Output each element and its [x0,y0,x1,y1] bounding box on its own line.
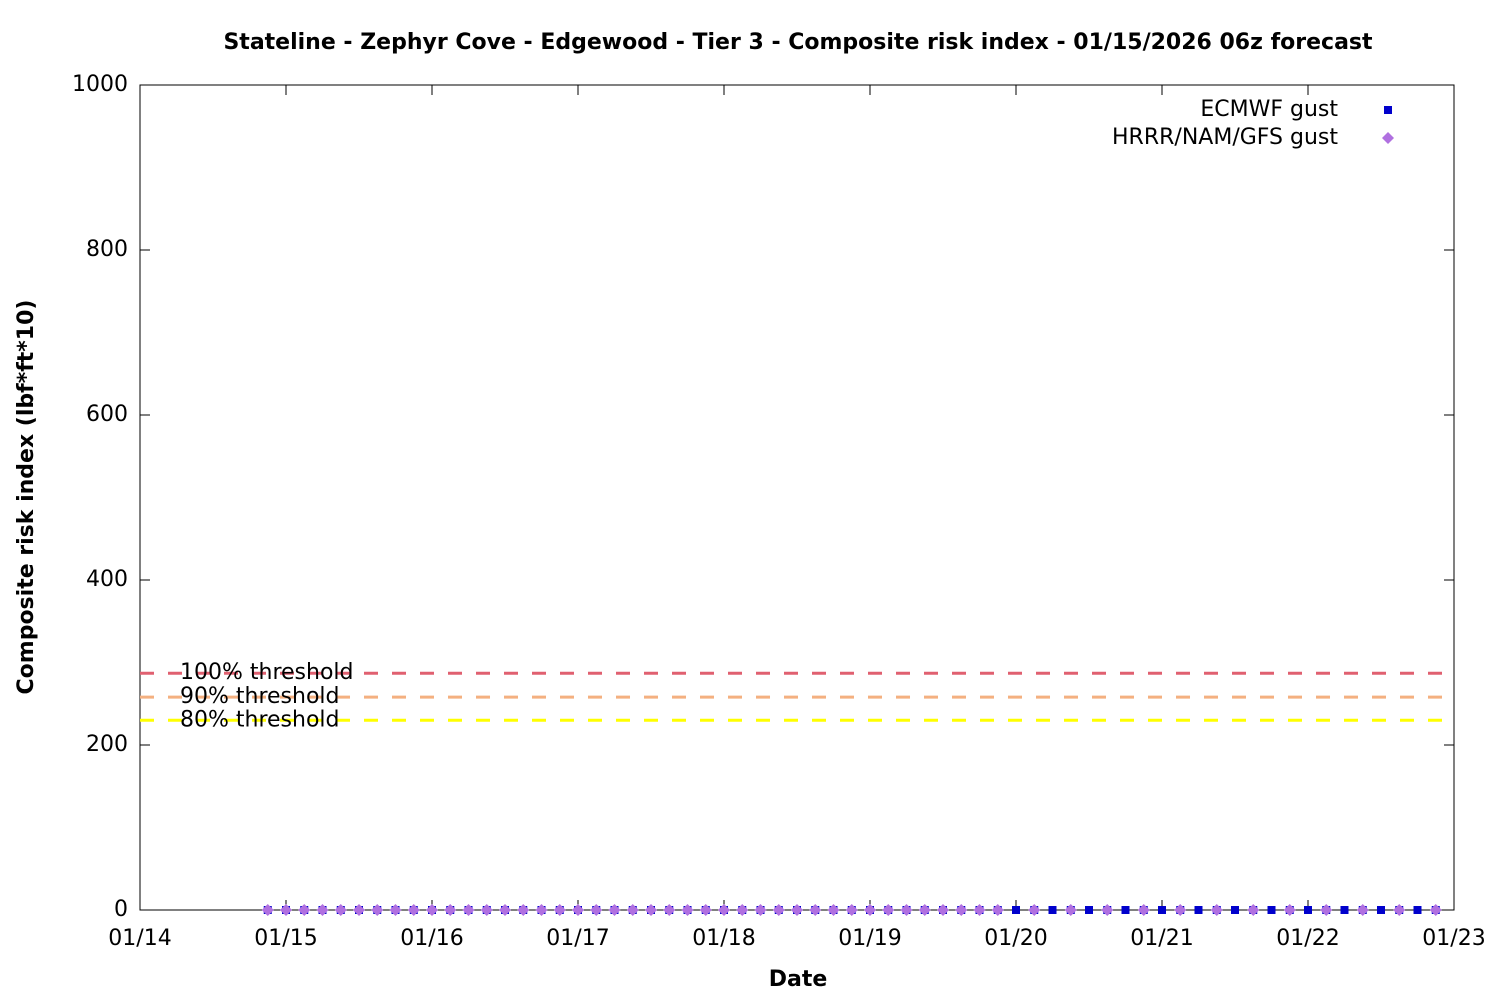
x-tick-label: 01/16 [400,926,463,951]
data-point [572,904,584,916]
data-point [517,904,530,916]
data-point [1283,904,1296,916]
data-point [1413,906,1422,914]
data-point [1174,904,1187,916]
data-point [845,904,858,916]
y-tick-label: 1000 [72,72,128,97]
data-point [1048,906,1057,914]
data-point [681,904,694,916]
x-tick-label: 01/17 [546,926,609,951]
x-tick-label: 01/18 [692,926,755,951]
data-point [918,904,931,916]
data-point [353,904,365,916]
data-point [973,904,986,916]
threshold-label: 80% threshold [180,707,340,732]
data-point [444,904,457,916]
legend-label: HRRR/NAM/GFS gust [1112,125,1338,150]
data-point [1377,906,1385,914]
data-point [298,904,311,916]
x-tick-label: 01/15 [254,926,317,951]
data-point [864,904,876,916]
data-point [407,904,420,916]
data-point [900,904,913,916]
data-point [1247,904,1260,916]
data-point [663,904,676,916]
y-axis-label: Composite risk index (lbf*ft*10) [14,300,39,695]
data-point [608,904,621,916]
data-point [736,904,749,916]
data-point [1267,906,1276,914]
y-tick-label: 800 [86,237,128,262]
threshold-label: 100% threshold [180,660,354,685]
data-point [791,904,803,916]
data-point [316,904,329,916]
data-point [499,904,511,916]
x-tick-label: 01/14 [108,926,171,951]
y-tick-label: 600 [86,402,128,427]
x-tick-label: 01/19 [838,926,901,951]
data-point [955,904,968,916]
data-point [1429,904,1442,916]
x-tick-label: 01/21 [1130,926,1193,951]
data-point [937,904,949,916]
data-point [1064,904,1077,916]
legend-marker [1384,106,1392,114]
data-point [699,904,712,916]
data-point [809,904,822,916]
x-tick-label: 01/22 [1276,926,1339,951]
data-point [1158,906,1166,914]
data-point [1121,906,1130,914]
data-point [754,904,767,916]
x-tick-label: 01/20 [984,926,1047,951]
data-point [590,904,603,916]
data-point [772,904,785,916]
data-point [645,904,657,916]
legend-marker [1382,132,1394,144]
data-point [553,904,566,916]
data-point [1012,906,1020,914]
data-point [1231,906,1239,914]
x-tick-label: 01/23 [1422,926,1485,951]
legend-label: ECMWF gust [1200,97,1338,122]
data-point [334,904,347,916]
data-point [718,904,730,916]
data-point [389,904,402,916]
data-point [371,904,384,916]
x-axis-label: Date [769,967,828,992]
data-point [1194,906,1203,914]
data-point [1356,904,1369,916]
data-point [1101,904,1114,916]
data-point [280,904,292,916]
data-point [480,904,493,916]
y-tick-label: 400 [86,567,128,592]
data-point [462,904,475,916]
data-point [426,904,438,916]
threshold-label: 90% threshold [180,684,340,709]
data-point [1137,904,1150,916]
data-point [535,904,548,916]
data-point [1085,906,1093,914]
data-point [1304,906,1312,914]
data-point [1340,906,1349,914]
chart-title: Stateline - Zephyr Cove - Edgewood - Tie… [223,30,1373,55]
data-point [261,904,274,916]
data-point [1028,904,1041,916]
data-point [1320,904,1333,916]
y-tick-label: 0 [114,897,128,922]
data-point [1393,904,1406,916]
y-tick-label: 200 [86,732,128,757]
data-point [827,904,840,916]
data-point [882,904,895,916]
data-point [1210,904,1223,916]
data-point [991,904,1004,916]
data-point [626,904,639,916]
